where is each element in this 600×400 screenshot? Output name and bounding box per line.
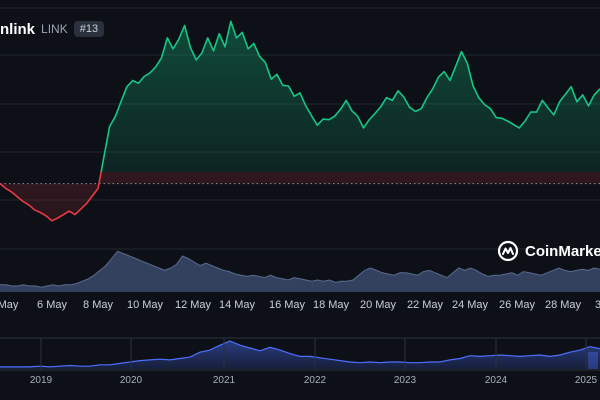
navigator-line: [0, 340, 600, 368]
price-series: [0, 20, 600, 222]
navigator-range-selector[interactable]: [588, 352, 598, 369]
time-range-navigator[interactable]: [0, 337, 600, 371]
coin-symbol: LINK: [41, 22, 68, 36]
watermark-text: CoinMarketCa: [525, 242, 600, 260]
navigator-year-label: 2019: [30, 375, 53, 386]
x-tick-label: May: [0, 299, 19, 311]
price-line-up: [100, 20, 600, 172]
x-tick-label: 20 May: [360, 299, 397, 311]
x-axis: May 6 May 8 May 10 May 12 May 14 May 16 May 18 …: [0, 299, 600, 311]
rank-badge: #13: [73, 21, 105, 37]
x-tick-label: 14 May: [219, 299, 256, 311]
coinmarketcap-watermark: CoinMarketCa: [497, 240, 600, 262]
x-tick-label: 10 May: [127, 299, 164, 311]
x-tick-label: 8 May: [83, 299, 113, 311]
coin-header: nlink LINK #13: [0, 18, 105, 40]
coinmarketcap-logo-icon: [497, 240, 519, 262]
volume-area-edge: [0, 250, 600, 288]
navigator-axis: 2019 2020 2021 2022 2023 2024 2025: [30, 338, 598, 386]
navigator-year-label: 2022: [304, 375, 327, 386]
x-tick-label: 28 May: [545, 299, 582, 311]
navigator-year-label: 2023: [394, 375, 417, 386]
x-tick-label: 22 May: [407, 299, 444, 311]
x-tick-label: 3: [595, 299, 600, 311]
navigator-year-label: 2025: [575, 375, 598, 386]
navigator-area-fill: [0, 341, 600, 369]
navigator-year-label: 2024: [485, 375, 508, 386]
x-tick-label: 16 May: [269, 299, 306, 311]
x-tick-label: 24 May: [452, 299, 489, 311]
x-tick-label: 12 May: [175, 299, 212, 311]
navigator-year-label: 2021: [213, 375, 236, 386]
price-area-above-baseline: [101, 21, 600, 172]
coin-name: nlink: [0, 20, 36, 38]
x-tick-label: 18 May: [313, 299, 350, 311]
volume-area-fill: [0, 251, 600, 292]
x-tick-label: 6 May: [37, 299, 67, 311]
navigator-year-label: 2020: [120, 375, 143, 386]
volume-area: [0, 250, 600, 292]
price-line-down: [0, 172, 102, 222]
x-tick-label: 26 May: [499, 299, 536, 311]
